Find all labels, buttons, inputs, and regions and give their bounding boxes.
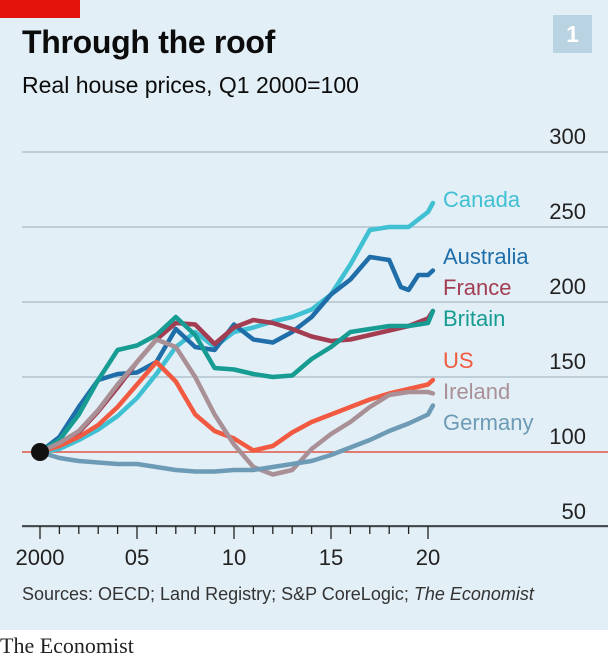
series-line-us bbox=[37, 359, 436, 455]
series-lines bbox=[31, 200, 436, 477]
chart-subtitle: Real house prices, Q1 2000=100 bbox=[22, 72, 359, 98]
series-label-canada: Canada bbox=[443, 187, 521, 212]
y-tick-label: 100 bbox=[549, 424, 586, 449]
chart-title: Through the roof bbox=[22, 24, 275, 60]
y-tick-label: 300 bbox=[549, 124, 586, 149]
series-line-britain bbox=[37, 308, 436, 455]
series-label-us: US bbox=[443, 348, 474, 373]
y-tick-label: 250 bbox=[549, 199, 586, 224]
x-tick-label: 2000 bbox=[16, 545, 65, 570]
brand-red-tag bbox=[0, 0, 80, 18]
source-text: Sources: OECD; Land Registry; S&P CoreLo… bbox=[22, 584, 414, 604]
series-line-australia bbox=[37, 254, 436, 455]
y-axis-ticks: 50 100 150 200 250 300 bbox=[549, 124, 586, 524]
x-tick-label: 20 bbox=[416, 545, 440, 570]
x-tick-label: 05 bbox=[125, 545, 149, 570]
source-note: Sources: OECD; Land Registry; S&P CoreLo… bbox=[22, 584, 534, 605]
gridlines bbox=[22, 151, 608, 528]
series-labels: Canada Australia France Britain US Ireland Ger… bbox=[443, 187, 533, 435]
series-label-france: France bbox=[443, 275, 511, 300]
start-point-marker bbox=[31, 443, 49, 461]
chart-panel bbox=[0, 0, 608, 630]
source-publication: The Economist bbox=[413, 584, 534, 604]
series-label-australia: Australia bbox=[443, 244, 529, 269]
line-chart: 50 100 150 200 250 300 2000 05 10 15 20 Canada Aus… bbox=[16, 124, 608, 570]
x-tick-label: 10 bbox=[222, 545, 246, 570]
x-axis: 2000 05 10 15 20 bbox=[16, 525, 608, 570]
chart-number-badge: 1 bbox=[553, 15, 592, 53]
series-line-germany bbox=[37, 403, 436, 474]
series-label-germany: Germany bbox=[443, 410, 533, 435]
brand-wordmark: The Economist bbox=[0, 633, 134, 658]
series-line-ireland bbox=[37, 337, 436, 477]
series-label-ireland: Ireland bbox=[443, 379, 510, 404]
series-label-britain: Britain bbox=[443, 306, 505, 331]
y-tick-label: 50 bbox=[562, 499, 586, 524]
y-tick-label: 150 bbox=[549, 349, 586, 374]
x-tick-label: 15 bbox=[319, 545, 343, 570]
y-tick-label: 200 bbox=[549, 274, 586, 299]
